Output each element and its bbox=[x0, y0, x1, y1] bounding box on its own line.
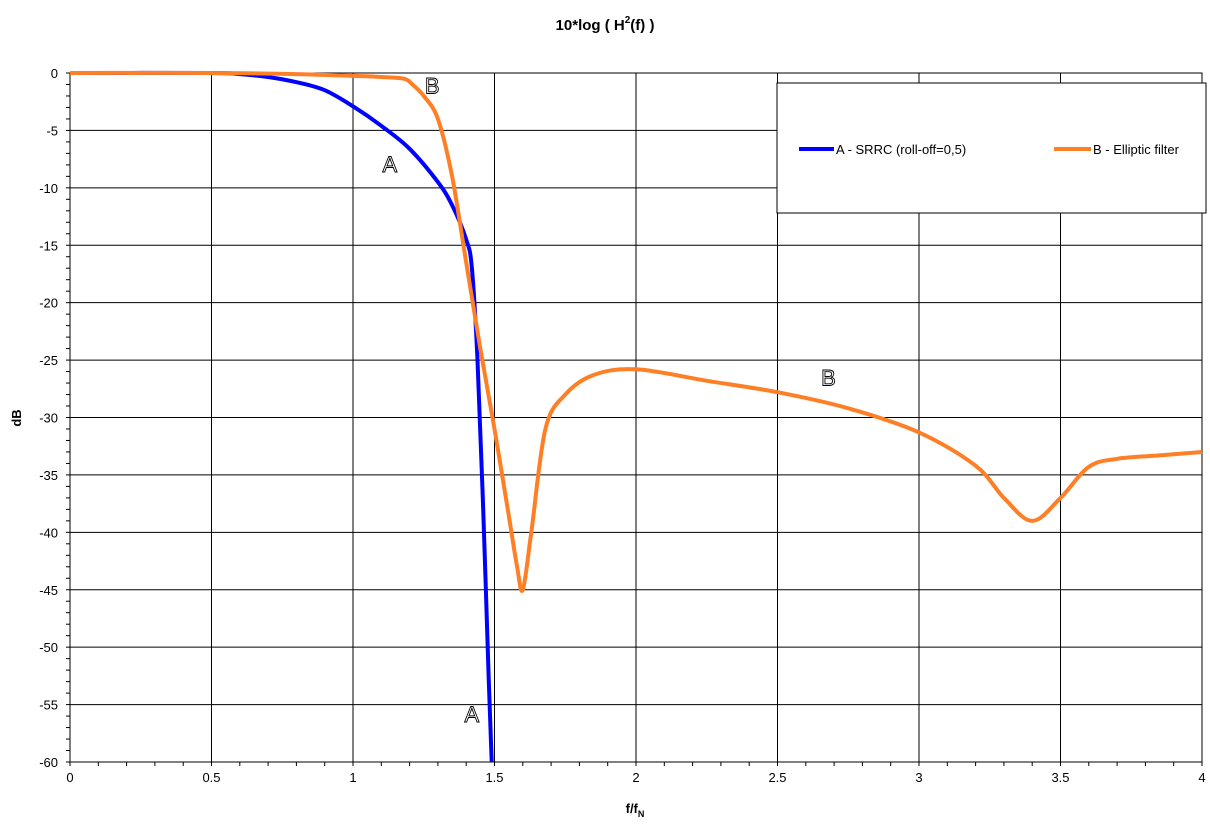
series-line-srrc bbox=[69, 70, 494, 763]
y-tick-label: -60 bbox=[39, 755, 58, 770]
x-tick-label: 3.5 bbox=[1051, 770, 1069, 785]
curve-annotations: B A B A bbox=[382, 73, 836, 727]
x-tick-label: 2.5 bbox=[768, 770, 786, 785]
x-tick-label: 4 bbox=[1198, 770, 1205, 785]
title-main: 10*log ( H bbox=[556, 17, 625, 34]
axis-ticks bbox=[66, 72, 1203, 766]
y-tick-label: -35 bbox=[39, 468, 58, 483]
y-tick-label: -20 bbox=[39, 296, 58, 311]
y-tick-label: -25 bbox=[39, 353, 58, 368]
x-axis-tick-labels: 0 0.5 1 1.5 2 2.5 3 3.5 4 bbox=[66, 770, 1205, 785]
x-axis-label: f/fN bbox=[626, 801, 645, 819]
y-tick-label: -30 bbox=[39, 411, 58, 426]
legend: A - SRRC (roll-off=0,5) B - Elliptic fil… bbox=[776, 82, 1207, 214]
curve-annotation: A bbox=[382, 152, 397, 177]
y-tick-label: -5 bbox=[46, 123, 58, 138]
y-tick-label: -50 bbox=[39, 640, 58, 655]
series-line-elliptic bbox=[69, 70, 1203, 593]
legend-label-srrc: A - SRRC (roll-off=0,5) bbox=[836, 142, 966, 157]
y-tick-label: -45 bbox=[39, 583, 58, 598]
series-lines bbox=[69, 70, 1203, 763]
x-tick-label: 3 bbox=[915, 770, 922, 785]
curve-annotation: B bbox=[821, 365, 836, 390]
x-axis-label-subscript: N bbox=[638, 809, 645, 819]
y-tick-label: 0 bbox=[51, 66, 58, 81]
x-tick-label: 2 bbox=[632, 770, 639, 785]
x-tick-label: 0 bbox=[66, 770, 73, 785]
chart-title: 10*log ( H2(f) ) bbox=[556, 15, 655, 34]
x-tick-label: 0.5 bbox=[202, 770, 220, 785]
curve-annotation: A bbox=[465, 702, 480, 727]
x-tick-label: 1 bbox=[349, 770, 356, 785]
y-tick-label: -55 bbox=[39, 698, 58, 713]
x-axis-label-main: f/f bbox=[626, 801, 639, 816]
y-tick-label: -40 bbox=[39, 525, 58, 540]
legend-box bbox=[776, 82, 1207, 214]
y-axis-label: dB bbox=[9, 409, 24, 426]
legend-label-elliptic: B - Elliptic filter bbox=[1093, 142, 1180, 157]
curve-annotation: B bbox=[425, 74, 440, 99]
title-tail: (f) ) bbox=[630, 17, 654, 34]
y-tick-label: -10 bbox=[39, 181, 58, 196]
title-superscript: 2 bbox=[625, 15, 631, 26]
x-tick-label: 1.5 bbox=[485, 770, 503, 785]
y-axis-tick-labels: 0 -5 -10 -15 -20 -25 -30 -35 -40 -45 -50 -55 -60 bbox=[39, 66, 58, 770]
y-tick-label: -15 bbox=[39, 238, 58, 253]
